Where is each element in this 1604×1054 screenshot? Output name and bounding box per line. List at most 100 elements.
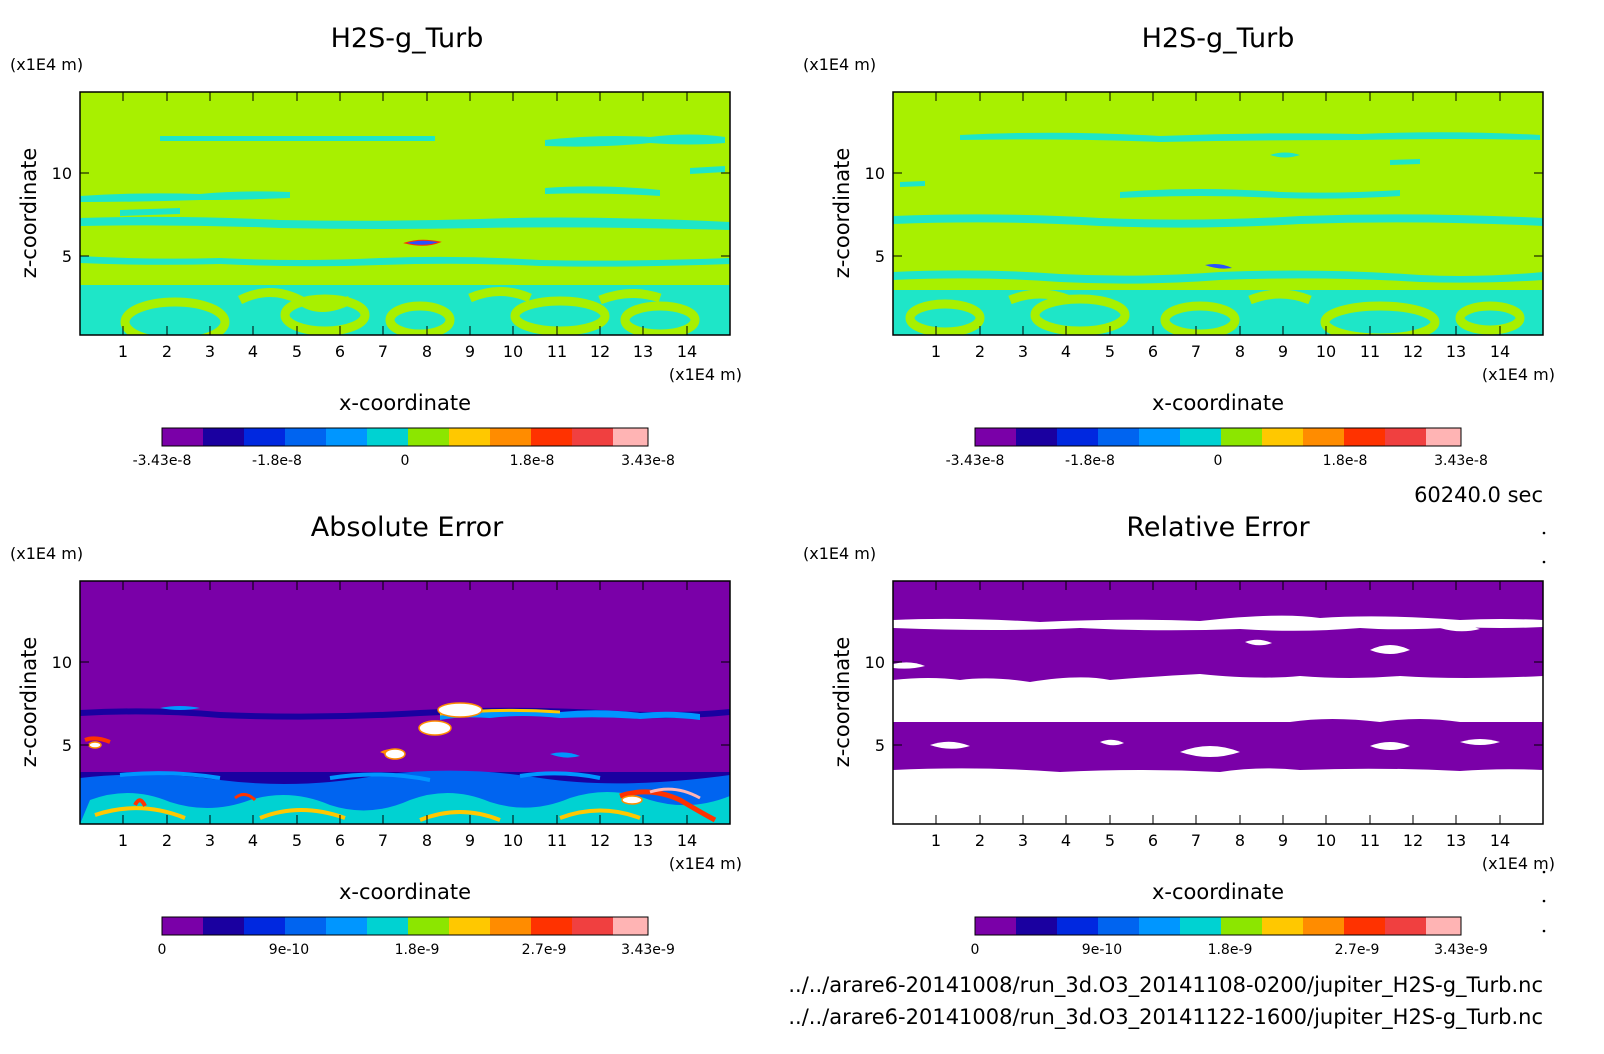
y-axis-label: z-coordinate xyxy=(17,148,41,279)
colorbar-segments xyxy=(162,917,648,935)
y-tick-label: 5 xyxy=(875,247,885,266)
y-tick-label: 10 xyxy=(52,164,72,183)
x-tick-label: 4 xyxy=(1061,342,1071,361)
panel-h2s-g-turb-right: H2S-g_Turb (x1E4 m) xyxy=(803,23,1555,469)
colorbar-tick-label: 1.8e-8 xyxy=(1323,453,1368,469)
y-tick-marks xyxy=(893,661,1543,746)
x-tick-label: 13 xyxy=(1446,831,1466,850)
x-tick-marks xyxy=(935,92,1501,335)
field-pattern xyxy=(80,706,730,824)
plot-frame xyxy=(79,91,731,336)
plot-area xyxy=(893,581,1543,824)
source-file-path-1: ../../arare6-20141008/run_3d.O3_20141108… xyxy=(788,973,1543,998)
x-tick-label: 13 xyxy=(633,342,653,361)
colorbar-frame xyxy=(161,916,649,936)
x-tick-label: 14 xyxy=(677,831,697,850)
x-tick-label: 11 xyxy=(1360,342,1380,361)
y-tick-label: 10 xyxy=(865,653,885,672)
accent-feature xyxy=(403,239,442,246)
x-tick-label: 7 xyxy=(1191,342,1201,361)
x-tick-label: 13 xyxy=(1446,342,1466,361)
colorbar-frame xyxy=(974,916,1462,936)
white-patches xyxy=(88,702,643,805)
x-tick-label: 4 xyxy=(248,831,258,850)
z-unit-label: (x1E4 m) xyxy=(803,544,876,563)
x-tick-marks xyxy=(122,92,688,335)
x-tick-label: 1 xyxy=(118,342,128,361)
x-tick-label: 13 xyxy=(633,831,653,850)
x-tick-label: 4 xyxy=(1061,831,1071,850)
y-axis-label: z-coordinate xyxy=(830,148,854,279)
colorbar: 0 9e-10 1.8e-9 2.7e-9 3.43e-9 xyxy=(971,916,1488,958)
x-tick-label: 8 xyxy=(1235,342,1245,361)
x-tick-label: 12 xyxy=(1403,831,1423,850)
colorbar-tick-label: -1.8e-8 xyxy=(252,453,302,469)
x-tick-label: 11 xyxy=(1360,831,1380,850)
source-file-path-2: ../../arare6-20141008/run_3d.O3_20141122… xyxy=(788,1005,1543,1030)
colorbar: 0 9e-10 1.8e-9 2.7e-9 3.43e-9 xyxy=(158,916,675,958)
x-tick-label: 5 xyxy=(1105,831,1115,850)
x-tick-labels: 1 2 3 4 5 6 7 8 9 10 11 12 13 14 xyxy=(931,342,1510,361)
time-label: 60240.0 sec xyxy=(1414,483,1543,507)
colorbar-tick-label: 0 xyxy=(1214,453,1223,469)
colorbar-tick-label: 0 xyxy=(158,942,167,958)
x-tick-label: 3 xyxy=(1018,342,1028,361)
colorbar-tick-label: 1.8e-8 xyxy=(510,453,555,469)
plot-area xyxy=(80,581,730,824)
colorbar-tick-label: 1.8e-9 xyxy=(1208,942,1253,958)
x-tick-label: 5 xyxy=(292,831,302,850)
x-tick-label: 10 xyxy=(503,342,523,361)
y-tick-label: 5 xyxy=(62,736,72,755)
colorbar-tick-label: 9e-10 xyxy=(1082,942,1122,958)
z-unit-label: (x1E4 m) xyxy=(803,55,876,74)
x-tick-label: 8 xyxy=(1235,831,1245,850)
plot-area xyxy=(80,92,730,335)
x-tick-label: 12 xyxy=(590,831,610,850)
x-tick-label: 6 xyxy=(335,831,345,850)
x-unit-label: (x1E4 m) xyxy=(1482,854,1555,873)
colorbar-tick-label: -1.8e-8 xyxy=(1065,453,1115,469)
plot-frame xyxy=(892,580,1544,825)
panel-title: H2S-g_Turb xyxy=(331,23,484,54)
colorbar-frame xyxy=(161,427,649,447)
x-tick-label: 14 xyxy=(1490,831,1510,850)
x-tick-label: 9 xyxy=(1278,342,1288,361)
x-tick-label: 8 xyxy=(422,342,432,361)
x-tick-label: 7 xyxy=(378,831,388,850)
x-tick-label: 9 xyxy=(465,831,475,850)
x-tick-label: 11 xyxy=(547,831,567,850)
panel-title: Absolute Error xyxy=(311,512,504,543)
x-tick-label: 6 xyxy=(1148,342,1158,361)
y-tick-label: 5 xyxy=(875,736,885,755)
x-tick-label: 9 xyxy=(465,342,475,361)
panel-h2s-g-turb-left: H2S-g_Turb (x1E4 m) xyxy=(10,23,742,469)
x-tick-label: 1 xyxy=(931,831,941,850)
x-tick-label: 8 xyxy=(422,831,432,850)
x-axis-label: x-coordinate xyxy=(1152,391,1284,415)
y-axis-label: z-coordinate xyxy=(830,637,854,768)
colorbar-segments xyxy=(975,428,1461,446)
x-tick-label: 5 xyxy=(1105,342,1115,361)
side-dots xyxy=(1542,531,1546,933)
x-tick-labels: 1 2 3 4 5 6 7 8 9 10 11 12 13 14 xyxy=(931,831,1510,850)
x-tick-marks xyxy=(935,581,1501,824)
panel-title: Relative Error xyxy=(1126,512,1310,543)
x-tick-label: 14 xyxy=(677,342,697,361)
x-unit-label: (x1E4 m) xyxy=(669,854,742,873)
x-tick-label: 1 xyxy=(118,831,128,850)
colorbar: -3.43e-8 -1.8e-8 0 1.8e-8 3.43e-8 xyxy=(946,427,1488,469)
panel-title: H2S-g_Turb xyxy=(1142,23,1295,54)
accent-feature xyxy=(1205,264,1232,269)
x-tick-label: 10 xyxy=(1316,831,1336,850)
x-tick-label: 2 xyxy=(162,342,172,361)
colorbar-segments xyxy=(975,917,1461,935)
x-tick-label: 3 xyxy=(205,831,215,850)
x-axis-label: x-coordinate xyxy=(339,880,471,904)
plot-frame xyxy=(892,91,1544,336)
x-axis-label: x-coordinate xyxy=(339,391,471,415)
colorbar-tick-label: -3.43e-8 xyxy=(946,453,1005,469)
colorbar-tick-label: 0 xyxy=(971,942,980,958)
colorbar-tick-label: 3.43e-9 xyxy=(621,942,675,958)
plot-area xyxy=(893,92,1543,335)
